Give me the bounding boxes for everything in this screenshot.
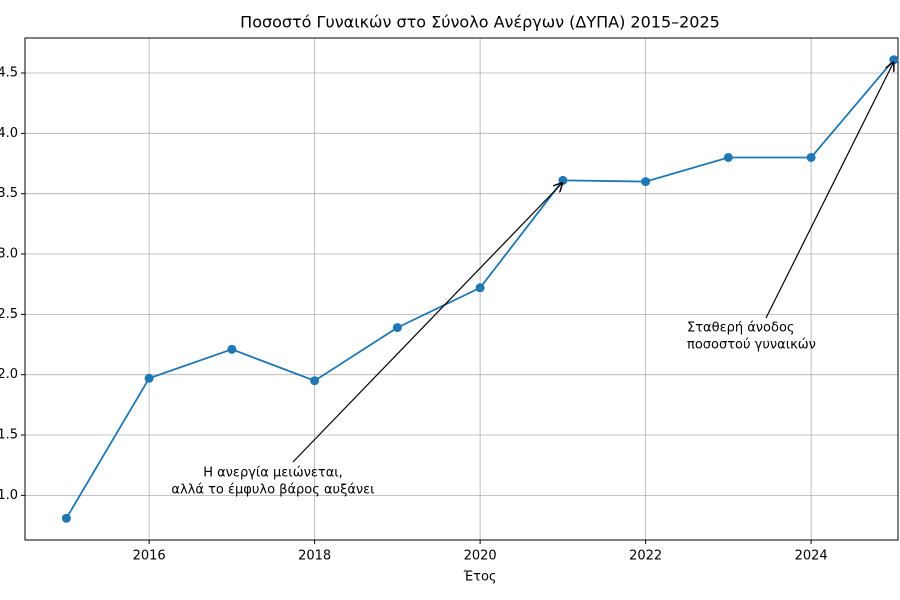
x-tick-label: 2022 bbox=[629, 549, 662, 564]
data-point bbox=[806, 152, 816, 162]
x-tick-label: 2020 bbox=[464, 549, 497, 564]
annotation-text: ποσοστού γυναικών bbox=[687, 338, 816, 353]
chart-title: Ποσοστό Γυναικών στο Σύνολο Ανέργων (ΔΥΠ… bbox=[240, 13, 720, 32]
y-tick-label: 62.0 bbox=[0, 367, 18, 382]
data-point bbox=[227, 344, 237, 354]
data-point bbox=[61, 513, 71, 523]
x-tick-label: 2024 bbox=[795, 549, 828, 564]
data-point bbox=[144, 373, 154, 383]
data-point bbox=[475, 283, 485, 293]
annotation-arrow bbox=[765, 62, 894, 319]
x-tick-label: 2018 bbox=[298, 549, 331, 564]
y-tick-label: 63.5 bbox=[0, 186, 18, 201]
annotation-text: αλλά το έμφυλο βάρος αυξάνει bbox=[171, 483, 374, 498]
annotation-arrow bbox=[292, 182, 563, 463]
plot-frame bbox=[24, 37, 899, 541]
x-tick-label: 2016 bbox=[133, 549, 166, 564]
y-tick-label: 64.0 bbox=[0, 126, 18, 141]
data-point bbox=[558, 175, 568, 185]
annotation-text: Σταθερή άνοδος bbox=[687, 321, 795, 336]
y-tick-label: 64.5 bbox=[0, 65, 18, 80]
data-point bbox=[723, 152, 733, 162]
data-point bbox=[641, 177, 651, 187]
data-point bbox=[392, 323, 402, 333]
y-tick-label: 61.0 bbox=[0, 488, 18, 503]
x-axis-label: Έτος bbox=[462, 570, 496, 585]
data-point bbox=[310, 376, 320, 386]
y-tick-label: 61.5 bbox=[0, 428, 18, 443]
annotation-text: Η ανεργία μειώνεται, bbox=[203, 466, 343, 481]
y-tick-label: 62.5 bbox=[0, 307, 18, 322]
y-tick-label: 63.0 bbox=[0, 247, 18, 262]
